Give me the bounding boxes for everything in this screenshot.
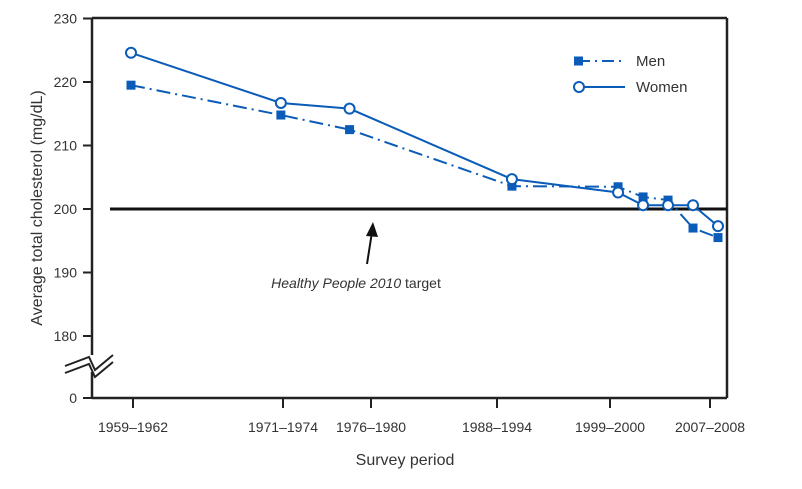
y-axis-label: Average total cholesterol (mg/dL)	[29, 90, 46, 325]
x-axis-label: Survey period	[356, 452, 455, 469]
data-point-women	[662, 199, 675, 212]
data-point-women	[712, 220, 724, 233]
data-point-men	[507, 181, 517, 191]
data-point-men	[345, 125, 355, 135]
legend-marker-men	[574, 56, 583, 66]
data-point-men	[126, 80, 136, 90]
data-point-men	[713, 233, 723, 243]
data-point-women	[343, 102, 356, 115]
target-label-rest: target	[401, 275, 441, 291]
target-arrow-shaft	[366, 231, 373, 265]
y-tick-label: 190	[54, 265, 78, 281]
y-tick-label: 220	[54, 74, 78, 90]
series-line-women	[130, 51, 719, 227]
axis-break-mark	[64, 354, 114, 379]
y-tick-label: 200	[54, 201, 78, 217]
data-point-women	[687, 199, 700, 212]
data-point-women	[505, 173, 518, 186]
x-tick-label: 2007–2008	[675, 419, 745, 435]
data-point-men	[688, 223, 698, 233]
x-tick-label: 1988–1994	[462, 419, 532, 435]
legend-label-men: Men	[636, 53, 665, 70]
series-line-men	[130, 84, 719, 239]
data-point-men	[638, 192, 648, 202]
x-tick-label: 1999–2000	[575, 419, 645, 435]
legend-label-women: Women	[636, 79, 687, 96]
target-label-italic: Healthy People 2010	[271, 275, 401, 291]
y-tick-label: 0	[69, 390, 77, 406]
y-tick-label: 210	[54, 138, 78, 154]
data-point-men	[276, 110, 286, 120]
legend-marker-women	[573, 81, 585, 93]
x-tick-label: 1971–1974	[248, 419, 318, 435]
target-label: Healthy People 2010 target	[271, 275, 441, 291]
y-tick-label: 230	[54, 11, 78, 27]
data-point-women	[125, 46, 137, 59]
data-point-women	[637, 199, 650, 212]
x-tick-label: 1976–1980	[336, 419, 406, 435]
y-tick-label: 180	[54, 328, 78, 344]
data-point-women	[274, 96, 287, 109]
x-tick-label: 1959–1962	[98, 419, 168, 435]
data-point-women	[612, 186, 625, 199]
target-arrow-head	[366, 222, 378, 237]
